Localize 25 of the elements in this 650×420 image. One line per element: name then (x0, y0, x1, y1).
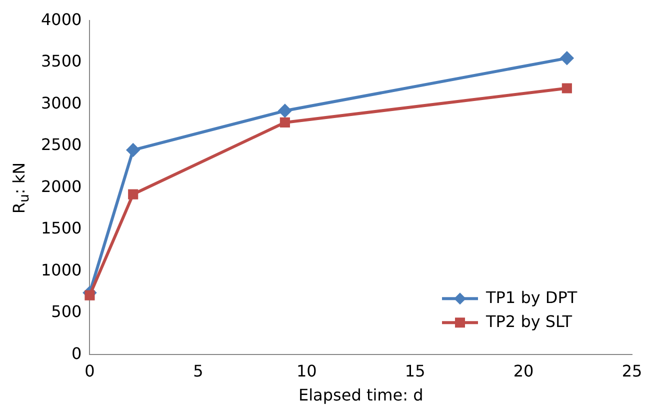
y-tick-label: 500 (51, 302, 82, 322)
x-tick-label: 25 (622, 361, 642, 380)
y-tick-label: 4000 (41, 10, 82, 29)
point (278, 104, 292, 118)
legend-label: TP1 by DPT (485, 288, 578, 307)
x-tick-label: 20 (513, 361, 534, 380)
point (128, 189, 138, 200)
y-tick-label: 2500 (41, 135, 82, 154)
y-tick-label: 1500 (41, 218, 82, 238)
point (84, 290, 95, 300)
point (126, 144, 140, 157)
y-tick-label: 1000 (41, 260, 82, 280)
y-tick-label: 2000 (41, 176, 82, 196)
x-tick-label: 10 (296, 361, 317, 380)
x-tick-label: 0 (84, 361, 95, 380)
point (560, 52, 574, 65)
point (280, 117, 290, 128)
y-tick-label: 3000 (41, 93, 82, 112)
y-tick-label: 3500 (41, 52, 82, 71)
x-tick-label: 15 (404, 361, 426, 380)
legend-label: TP2 by SLT (485, 312, 572, 331)
y-tick-label: 0 (72, 344, 82, 363)
point (562, 83, 572, 94)
x-tick-label: 5 (193, 361, 204, 380)
x-axis-title: Elapsed time: d (298, 386, 424, 405)
